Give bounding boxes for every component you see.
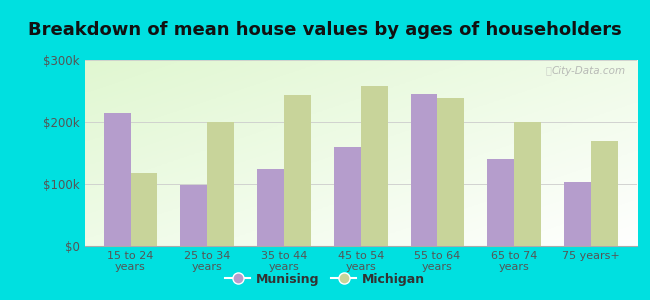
Legend: Munising, Michigan: Munising, Michigan <box>220 268 430 291</box>
Bar <box>488 159 514 246</box>
Bar <box>437 98 464 246</box>
Text: Breakdown of mean house values by ages of householders: Breakdown of mean house values by ages o… <box>28 21 622 39</box>
Bar <box>564 182 591 246</box>
Bar <box>181 185 207 246</box>
Bar <box>257 169 284 246</box>
Bar <box>591 141 618 246</box>
Bar <box>411 94 437 246</box>
Bar <box>514 122 541 246</box>
Bar <box>104 113 131 246</box>
Bar <box>284 95 311 246</box>
Text: City-Data.com: City-Data.com <box>552 66 626 76</box>
Bar <box>131 173 157 246</box>
Bar <box>207 122 234 246</box>
Text: ⓘ: ⓘ <box>545 66 551 76</box>
Bar <box>361 86 387 246</box>
Bar <box>334 147 361 246</box>
